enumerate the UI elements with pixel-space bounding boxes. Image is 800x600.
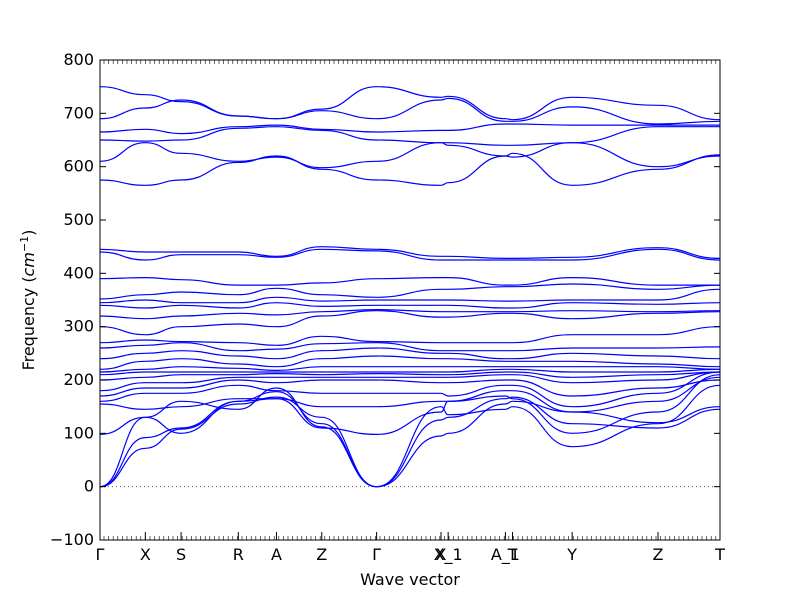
- band-line-4: [99, 374, 721, 436]
- x-tick-label-13: T: [714, 545, 725, 564]
- band-line-5: [99, 376, 721, 413]
- y-tick-label: 700: [63, 103, 94, 122]
- band-line-24: [99, 152, 721, 186]
- plot-frame: [99, 59, 721, 541]
- y-tick-label: 600: [63, 157, 94, 176]
- y-tick-label: 500: [63, 210, 94, 229]
- band-line-18: [99, 302, 721, 309]
- band-line-7: [99, 379, 721, 397]
- x-tick-label-6: Γ: [372, 545, 381, 564]
- band-line-11: [99, 366, 721, 373]
- y-tick-label: 800: [63, 50, 94, 69]
- band-line-14: [99, 342, 721, 352]
- x-tick-label-7: X: [436, 545, 447, 564]
- y-tick-label: 200: [63, 370, 94, 389]
- band-line-27: [99, 123, 720, 135]
- band-line-12: [99, 355, 721, 370]
- x-tick-label-3: R: [233, 545, 244, 564]
- x-tick-label-12: Z: [653, 545, 664, 564]
- band-line-22: [99, 248, 721, 261]
- y-axis-ticks: −100 0 100 200 300 400 500 600 700 800: [50, 50, 720, 549]
- band-line-9: [99, 371, 721, 381]
- band-line-6: [99, 371, 721, 408]
- band-line-23: [99, 246, 721, 259]
- band-line-13: [99, 347, 721, 360]
- series-layer: [99, 86, 721, 488]
- x-tick-label-2: S: [176, 545, 186, 564]
- x-tick-label-0: Γ: [96, 545, 105, 564]
- x-tick-label-11: Y: [566, 545, 577, 564]
- y-tick-label: −100: [50, 530, 94, 549]
- x-tick-label-1: X: [140, 545, 151, 564]
- x-axis-ticks: Γ X S R A Z Γ XX_1 A_1T Y Z T: [96, 60, 725, 565]
- band-line-20: [99, 283, 721, 300]
- x-tick-label-4: A: [271, 545, 282, 564]
- band-line-8: [99, 371, 721, 392]
- y-tick-label: 0: [84, 477, 94, 496]
- y-tick-label: 300: [63, 317, 94, 336]
- band-line-29: [99, 86, 721, 121]
- band-line-15: [99, 326, 721, 346]
- x-tick-label-10: T: [507, 545, 518, 564]
- band-line-16: [99, 310, 721, 336]
- band-line-17: [99, 308, 721, 320]
- band-line-10: [99, 368, 721, 376]
- x-tick-label-5: Z: [316, 545, 327, 564]
- x-tick-label-8: X_1: [434, 545, 463, 565]
- y-axis-title: Frequency (cm−1): [18, 230, 38, 371]
- band-line-19: [99, 288, 721, 304]
- band-line-21: [99, 276, 720, 286]
- x-tick-label-9: A_1: [491, 545, 520, 565]
- y-tick-label: 400: [63, 263, 94, 282]
- y-tick-label: 100: [63, 423, 94, 442]
- band-line-28: [99, 97, 721, 125]
- band-line-3: [99, 384, 721, 488]
- band-line-2: [99, 391, 721, 488]
- band-line-26: [99, 126, 720, 146]
- x-axis-title: Wave vector: [360, 570, 460, 589]
